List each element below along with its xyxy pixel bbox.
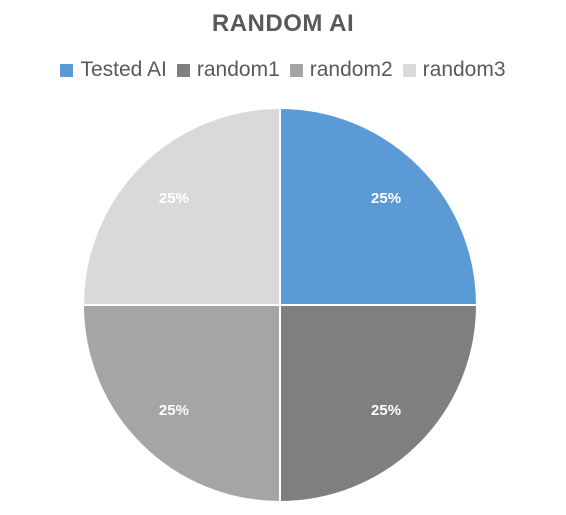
legend-label-random3: random3 bbox=[422, 58, 506, 81]
legend-item-tested-ai: Tested AI bbox=[60, 58, 167, 82]
legend-item-random1: random1 bbox=[176, 58, 280, 82]
legend-swatch-tested-ai bbox=[60, 63, 74, 77]
pie-slice-random1 bbox=[279, 304, 479, 504]
legend-label-random1: random1 bbox=[196, 58, 280, 81]
chart-title: RANDOM AI bbox=[211, 10, 355, 37]
pie-slice-random2 bbox=[81, 304, 281, 504]
data-label-random1: 25% bbox=[371, 402, 401, 419]
legend-item-random3: random3 bbox=[402, 58, 506, 82]
data-label-random3: 25% bbox=[159, 190, 189, 207]
pie-slice-random3 bbox=[81, 106, 281, 306]
chart-legend: Tested AI random1 random2 random3 bbox=[0, 58, 566, 82]
legend-label-random2: random2 bbox=[309, 58, 393, 81]
legend-item-random2: random2 bbox=[289, 58, 393, 82]
legend-swatch-random1 bbox=[176, 63, 190, 77]
pie-slice-tested-ai bbox=[279, 106, 479, 306]
data-label-random2: 25% bbox=[159, 402, 189, 419]
legend-swatch-random2 bbox=[289, 63, 303, 77]
legend-swatch-random3 bbox=[402, 63, 416, 77]
data-label-tested-ai: 25% bbox=[371, 190, 401, 207]
legend-label-tested-ai: Tested AI bbox=[80, 58, 167, 81]
